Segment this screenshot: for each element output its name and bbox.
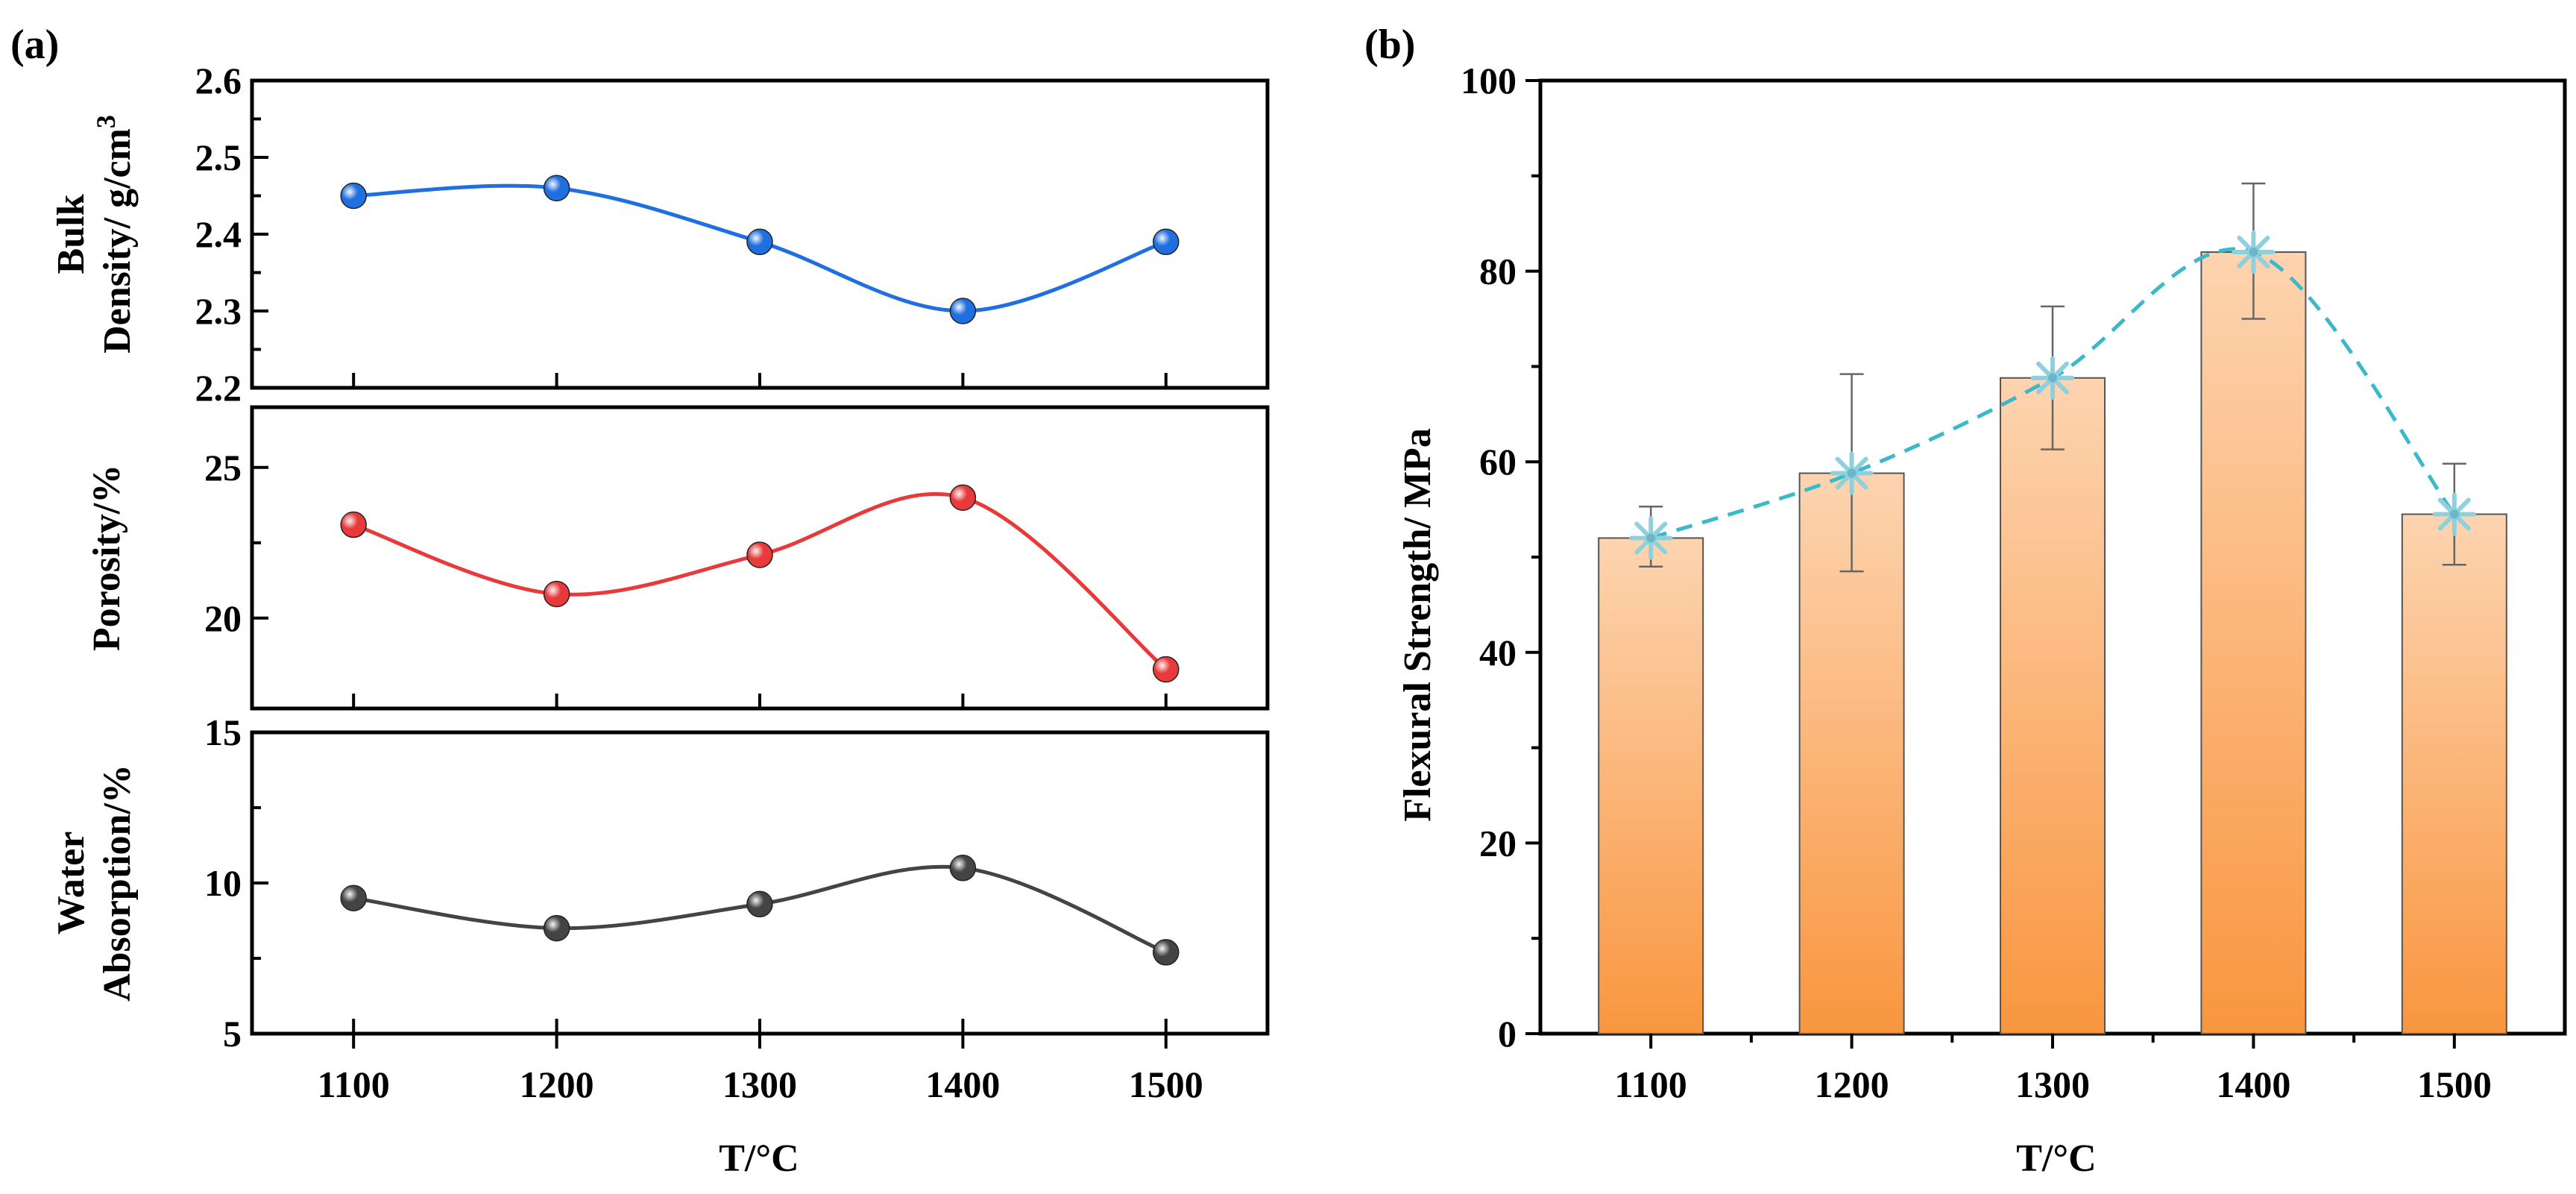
point-highlight xyxy=(950,298,976,324)
star-marker xyxy=(2432,492,2476,536)
subplot-porosity: 20 25 Porosity/% xyxy=(86,405,1270,711)
subplot-ylabel: Water Absorption/% xyxy=(50,764,139,1002)
point-highlight xyxy=(341,183,367,209)
data-point xyxy=(949,855,977,882)
star-center xyxy=(2249,248,2258,257)
data-point xyxy=(543,580,570,608)
data-point xyxy=(340,182,367,210)
x-tick-label: 1300 xyxy=(722,1063,797,1105)
data-point xyxy=(1153,228,1180,256)
ylabel-superscript: 3 xyxy=(91,115,121,128)
point-highlight xyxy=(1153,939,1179,965)
point-highlight xyxy=(544,581,570,607)
y-tick-label: 2.6 xyxy=(195,60,242,101)
point-highlight xyxy=(950,485,976,511)
ylabel-line: Porosity/% xyxy=(86,465,128,651)
point-highlight xyxy=(1153,229,1179,255)
trend-line xyxy=(1650,247,2456,540)
subplot-ylabel: Porosity/% xyxy=(86,465,128,651)
y-tick-label: 20 xyxy=(204,597,242,639)
y-tick-label: 15 xyxy=(204,711,242,753)
x-tick-label: 1100 xyxy=(318,1063,390,1105)
data-point xyxy=(1153,656,1180,683)
data-point xyxy=(746,890,773,918)
data-point xyxy=(949,484,977,511)
ylabel-line: Density/ g/cm3 xyxy=(91,115,139,354)
point-highlight xyxy=(341,512,367,538)
y-tick-label: 2.3 xyxy=(195,290,242,332)
star-center xyxy=(1646,533,1656,543)
series-line xyxy=(353,491,1168,671)
x-tick-label: 1500 xyxy=(1129,1063,1203,1105)
data-point xyxy=(543,175,570,201)
star-marker xyxy=(1830,451,1874,495)
y-tick-label: 80 xyxy=(1479,251,1517,292)
bar xyxy=(1598,537,1704,1034)
data-point xyxy=(746,228,773,256)
point-highlight xyxy=(747,891,772,917)
y-tick-label: 40 xyxy=(1479,632,1517,673)
star-center xyxy=(1847,468,1857,478)
x-tick-label: 1400 xyxy=(925,1063,1000,1105)
point-highlight xyxy=(544,915,570,941)
y-tick-label: 25 xyxy=(204,447,242,488)
panel-b-label: (b) xyxy=(1364,22,1415,68)
star-marker xyxy=(2031,356,2074,400)
data-point xyxy=(340,884,367,911)
x-tick-label: 1300 xyxy=(2015,1063,2090,1105)
x-tick-label: 1200 xyxy=(520,1063,594,1105)
panel-a: 2.2 2.3 2.4 2.5 2.6 Bulk Density/ g/cm3 20 25 Por… xyxy=(50,60,1270,1105)
y-tick-label: 2.2 xyxy=(195,367,242,409)
point-highlight xyxy=(747,229,772,255)
ylabel-line: Absorption/% xyxy=(96,764,139,1002)
subplot-ylabel: Bulk Density/ g/cm3 xyxy=(50,115,139,354)
subplot-frame xyxy=(250,730,1270,1036)
point-highlight xyxy=(341,885,367,911)
star-marker xyxy=(1629,516,1673,560)
data-point xyxy=(543,914,570,942)
point-highlight xyxy=(1153,656,1179,682)
subplot-bulk-density: 2.2 2.3 2.4 2.5 2.6 Bulk Density/ g/cm3 xyxy=(50,60,1270,409)
x-tick-label: 1500 xyxy=(2417,1063,2492,1105)
ylabel-line: Bulk xyxy=(50,194,92,274)
bar xyxy=(2200,251,2307,1034)
y-tick-label: 60 xyxy=(1479,441,1517,483)
x-tick-label: 1100 xyxy=(1615,1063,1687,1105)
star-marker xyxy=(2232,230,2276,274)
y-tick-label: 2.5 xyxy=(195,136,242,178)
y-tick-label: 2.4 xyxy=(195,213,242,255)
y-tick-label: 100 xyxy=(1461,60,1517,101)
bar xyxy=(2000,377,2106,1034)
subplot-water-absorption: 5 10 15 Water Absorption/% xyxy=(50,711,1270,1055)
star-center xyxy=(2048,373,2057,383)
point-highlight xyxy=(747,541,772,568)
data-point xyxy=(340,511,367,538)
data-point xyxy=(746,541,773,568)
panel-a-xlabel: T/°C xyxy=(719,1137,799,1180)
x-tick-label: 1400 xyxy=(2216,1063,2290,1105)
ylabel-line: Water xyxy=(50,832,92,935)
y-tick-label: 20 xyxy=(1479,822,1517,864)
x-tick-label: 1200 xyxy=(1815,1063,1889,1105)
data-point xyxy=(1153,939,1180,966)
panel-a-label: (a) xyxy=(10,22,59,68)
panel-b-xlabel: T/°C xyxy=(2016,1137,2096,1180)
y-tick-label: 0 xyxy=(1498,1013,1517,1055)
star-center xyxy=(2449,509,2459,519)
point-highlight xyxy=(950,855,976,881)
y-tick-label: 5 xyxy=(223,1013,242,1055)
panel-b-ylabel: Flexural Strength/ MPa xyxy=(1396,428,1439,822)
bar xyxy=(2401,513,2507,1034)
point-highlight xyxy=(544,175,570,201)
data-point xyxy=(949,298,977,324)
panel-b: 0 20 40 60 80 100 1100 1200 1300 1400 1500 xyxy=(1461,60,2567,1105)
y-tick-label: 10 xyxy=(204,862,242,904)
